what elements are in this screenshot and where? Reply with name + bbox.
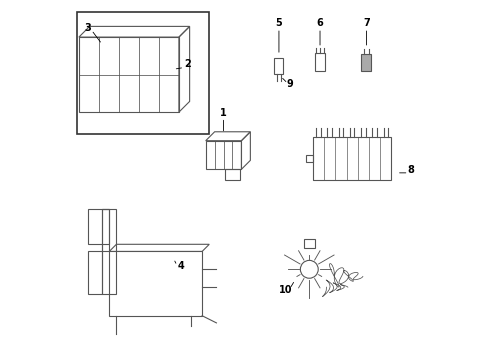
Bar xyxy=(77,12,209,134)
Bar xyxy=(362,54,371,71)
Bar xyxy=(313,137,392,180)
Text: 10: 10 xyxy=(279,284,293,294)
Text: 7: 7 xyxy=(363,18,370,28)
Bar xyxy=(315,53,325,71)
Text: 3: 3 xyxy=(84,23,91,33)
Text: 2: 2 xyxy=(184,59,191,69)
Text: 5: 5 xyxy=(275,18,282,28)
Text: 8: 8 xyxy=(408,165,415,175)
Text: 4: 4 xyxy=(177,261,184,271)
Text: 1: 1 xyxy=(220,108,227,118)
Bar xyxy=(306,155,313,162)
Bar xyxy=(274,58,283,74)
Bar xyxy=(304,239,315,248)
Text: 9: 9 xyxy=(286,79,293,89)
Text: 6: 6 xyxy=(317,18,323,28)
